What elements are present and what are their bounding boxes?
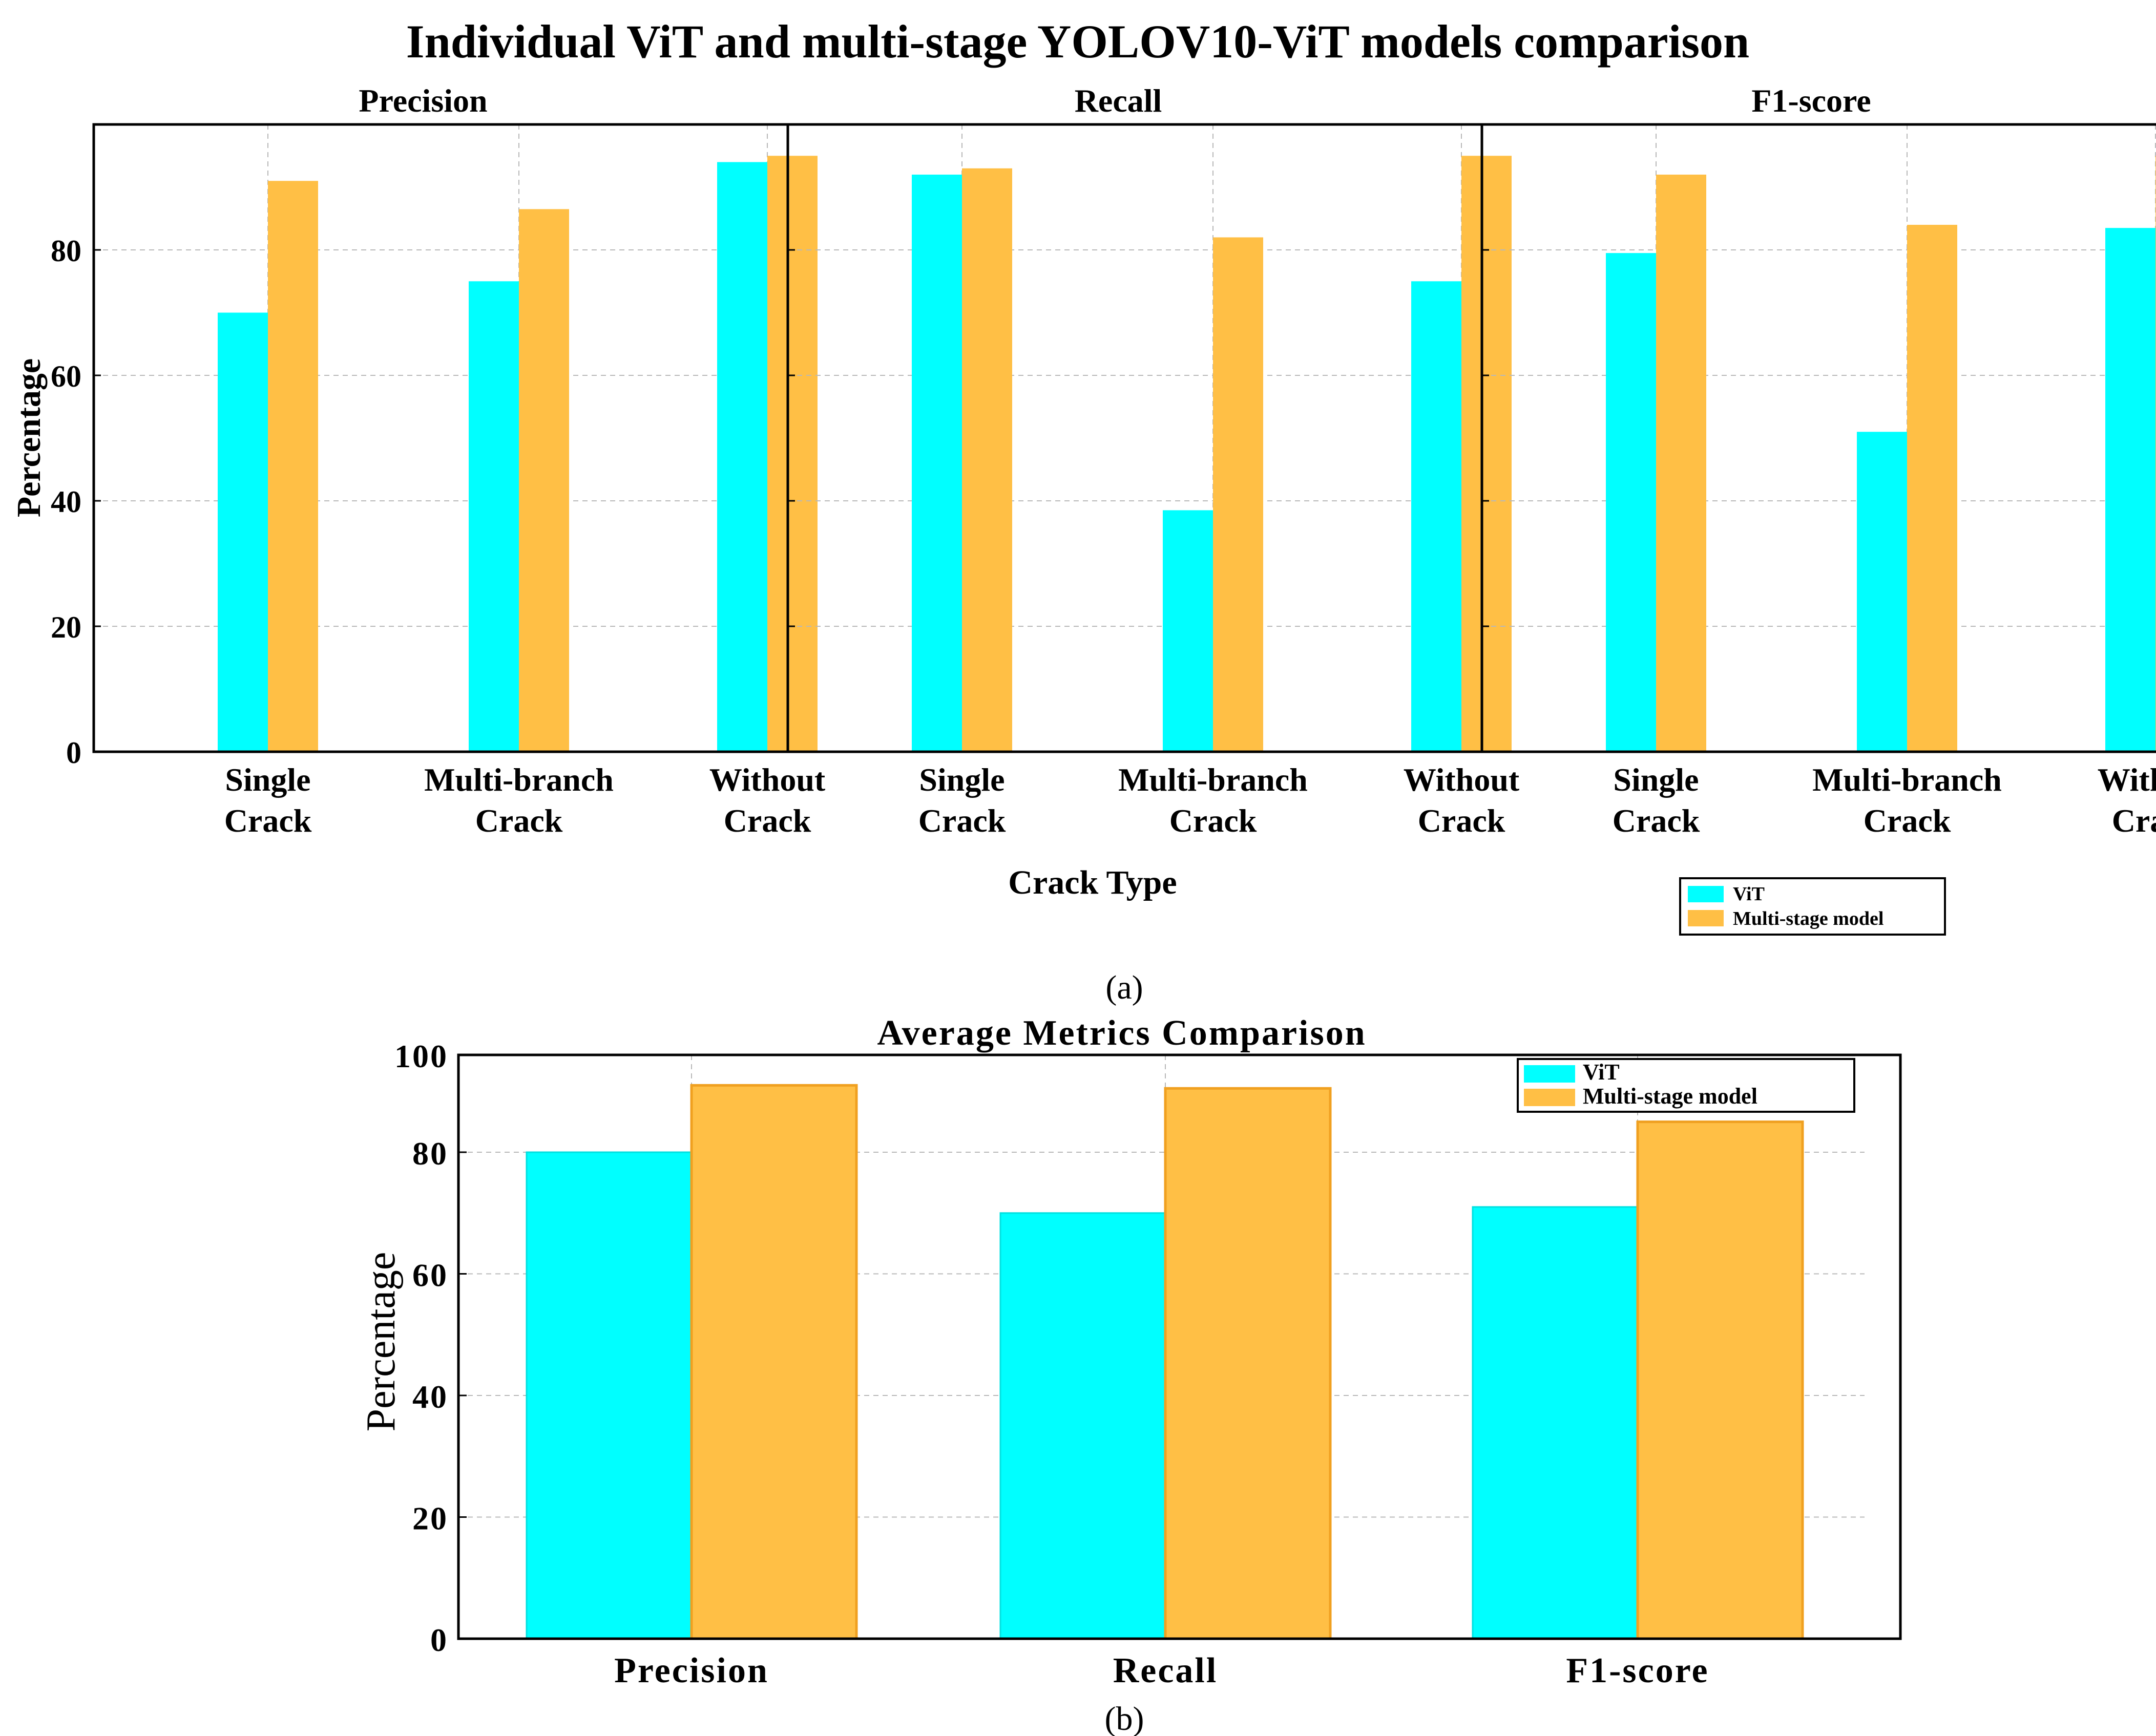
x-tick-label: Recall (1113, 1651, 1218, 1690)
bar-vit-precision (526, 1151, 693, 1640)
bar-multi-stage-multi-branch-crack (1907, 225, 1957, 752)
bar-multi-stage-without-crack (1461, 156, 1512, 752)
bar-multi-stage-f1-score (1636, 1120, 1804, 1640)
x-tick-label: F1-score (1566, 1651, 1709, 1690)
panel-b-chart: Average Metrics Comparison Precision Recal… (359, 1013, 1902, 1690)
y-tick-label: 100 (394, 1038, 448, 1074)
legend-label-multi-stage: Multi-stage model (1733, 908, 1883, 929)
figure-title: Individual ViT and multi-stage YOLOV10-V… (406, 15, 1749, 68)
y-tick-label: 0 (66, 736, 81, 770)
y-tick-label: 20 (51, 610, 81, 644)
bar-vit-multi-branch-crack (1857, 432, 1907, 752)
y-tick-label: 80 (51, 234, 81, 268)
bar-multi-stage-single-crack (962, 168, 1012, 752)
bar-multi-stage-precision (690, 1084, 858, 1640)
x-tick-label: Crack (1169, 802, 1257, 839)
subplot-frame (92, 123, 789, 753)
bar-vit-recall (999, 1212, 1166, 1640)
bar-vit-without-crack (717, 162, 767, 752)
x-tick-label: Multi-branch (1812, 761, 2002, 798)
bar-multi-stage-multi-branch-crack (1213, 237, 1263, 752)
legend-swatch-multi-stage (1524, 1089, 1575, 1106)
x-tick-label: Without (1404, 761, 1520, 798)
x-axis-label: Crack Type (1008, 864, 1177, 901)
x-tick-label: Crack (1418, 802, 1505, 839)
legend-swatch-vit (1524, 1065, 1575, 1083)
x-tick-label: Crack (918, 802, 1006, 839)
y-tick-label: 40 (412, 1379, 448, 1415)
x-tick-label: Single (1613, 761, 1699, 798)
legend-frame (1679, 877, 1946, 936)
y-tick-label: 20 (412, 1500, 448, 1537)
x-tick-label: Without (709, 761, 826, 798)
bar-vit-multi-branch-crack (469, 281, 519, 752)
x-tick-label: Precision (614, 1651, 769, 1690)
x-tick-label: Without (2098, 761, 2156, 798)
panel-a-chart: Single Crack Multi-branch Crack Without Crack… (10, 82, 2156, 936)
x-tick-label: Crack (1864, 802, 1951, 839)
bar-vit-without-crack (2105, 228, 2155, 752)
y-tick-label: 80 (412, 1135, 448, 1172)
bar-vit-single-crack (218, 312, 268, 752)
bar-vit-single-crack (1606, 253, 1656, 752)
plot-frame (457, 1053, 1902, 1640)
legend-label-multi-stage: Multi-stage model (1583, 1084, 1757, 1109)
bar-vit-multi-branch-crack (1163, 510, 1213, 752)
bar-vit-without-crack (1411, 281, 1461, 752)
subplot-title: F1-score (1751, 82, 1871, 119)
caption-a: (a) (1105, 969, 1143, 1006)
subplot-frame (1480, 123, 2156, 753)
bar-multi-stage-single-crack (268, 181, 318, 752)
legend-swatch-vit (1688, 886, 1724, 902)
x-tick-label: Multi-branch (424, 761, 614, 798)
y-axis-label: Percentage (359, 1252, 404, 1432)
subplot-f1-score: Single Crack Multi-branch Crack Without Crack… (1480, 82, 2156, 839)
chart-title: Average Metrics Comparison (877, 1013, 1366, 1053)
y-tick-label: 40 (51, 485, 81, 519)
x-tick-label: Crack (224, 802, 312, 839)
legend-label-vit: ViT (1733, 883, 1765, 905)
y-axis-label: Percentage (10, 358, 48, 517)
subplot-precision: Single Crack Multi-branch Crack Without Crack… (92, 82, 826, 839)
legend-swatch-multi-stage (1688, 910, 1724, 926)
subplot-frame (786, 123, 1483, 753)
bar-vit-f1-score (1472, 1206, 1639, 1640)
legend: ViT Multi-stage model (1679, 877, 1946, 936)
bar-multi-stage-single-crack (1656, 175, 1706, 752)
y-tick-label: 0 (430, 1622, 448, 1658)
subplot-recall: Single Crack Multi-branch Crack Without Crack… (786, 82, 1520, 839)
subplot-title: Recall (1075, 82, 1162, 119)
caption-b: (b) (1105, 1700, 1144, 1736)
x-tick-label: Single (225, 761, 310, 798)
x-tick-label: Single (919, 761, 1004, 798)
subplot-title: Precision (359, 82, 487, 119)
bar-multi-stage-recall (1164, 1087, 1332, 1640)
bar-multi-stage-without-crack (767, 156, 818, 752)
x-tick-label: Multi-branch (1118, 761, 1308, 798)
y-tick-label: 60 (412, 1257, 448, 1294)
y-tick-label: 60 (51, 359, 81, 393)
x-tick-label: Crack (475, 802, 563, 839)
x-tick-label: Crack (1613, 802, 1700, 839)
bar-vit-single-crack (912, 175, 962, 752)
legend-label-vit: ViT (1583, 1060, 1620, 1085)
x-tick-label: Crack (2112, 802, 2156, 839)
bar-multi-stage-multi-branch-crack (519, 209, 569, 752)
x-tick-label: Crack (724, 802, 811, 839)
